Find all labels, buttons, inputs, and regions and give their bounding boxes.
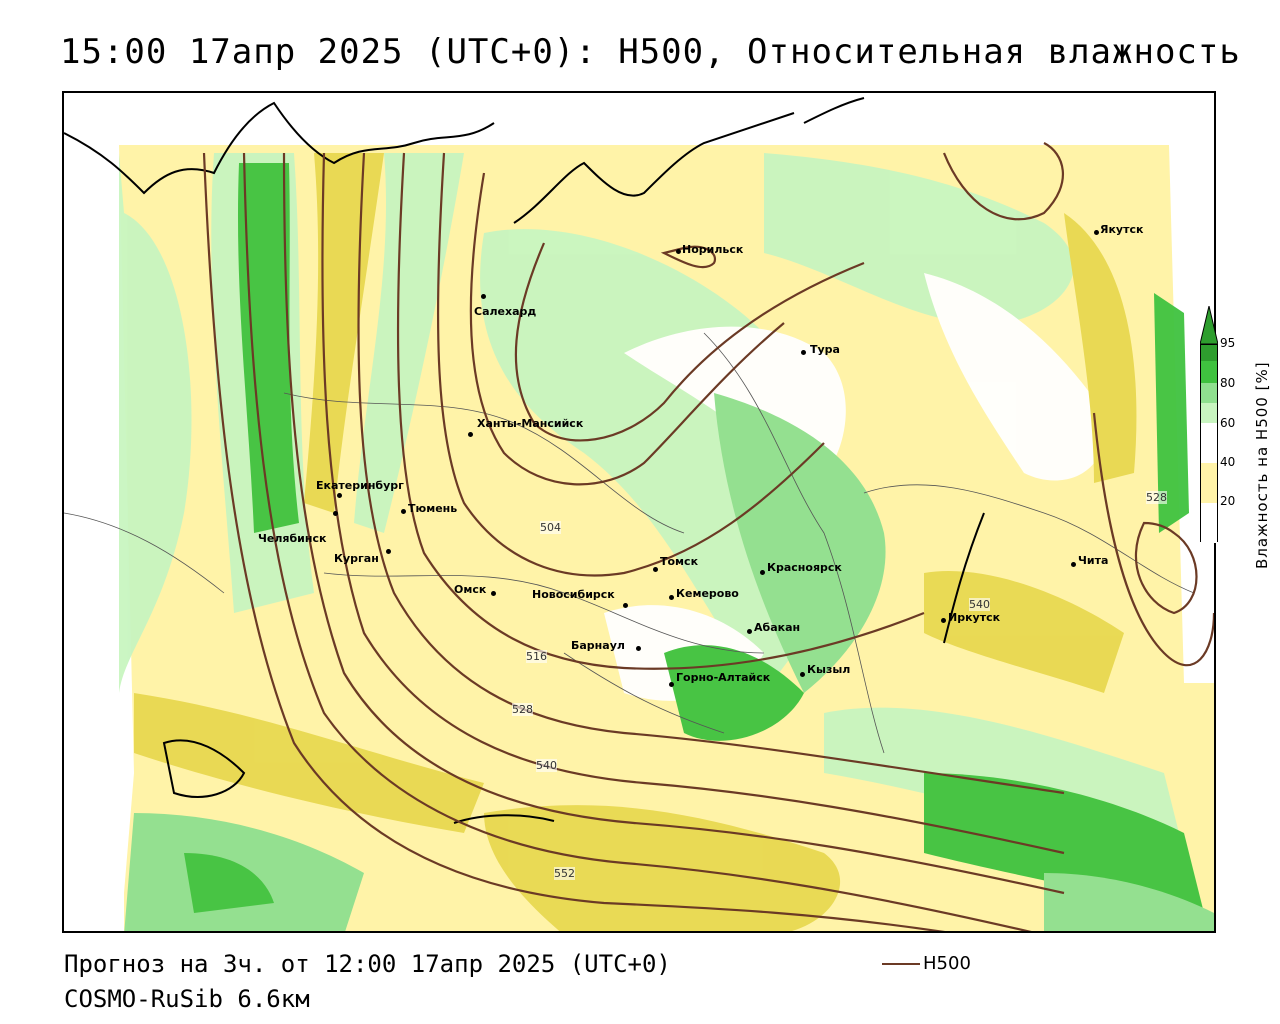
contour-label: 516: [526, 650, 547, 663]
city-dot: [676, 249, 681, 254]
colorbar-tick: 40: [1220, 455, 1236, 469]
colorbar-tick: 20: [1220, 494, 1236, 508]
colorbar-title: Влажность на H500 [%]: [1253, 361, 1271, 569]
map-canvas: [64, 93, 1214, 931]
city-label-yakutsk: Якутск: [1100, 223, 1144, 236]
forecast-info: Прогноз на 3ч. от 12:00 17апр 2025 (UTC+…: [64, 950, 671, 978]
city-label-khanty-mansiysk: Ханты-Мансийск: [477, 417, 584, 430]
map-area: Норильск Якутск Салехард Тура Ханты-Манс…: [62, 91, 1216, 933]
model-info: COSMO-RuSib 6.6км: [64, 985, 310, 1013]
city-dot: [337, 493, 342, 498]
city-dot: [760, 570, 765, 575]
city-label-tomsk: Томск: [660, 555, 699, 568]
city-dot: [491, 591, 496, 596]
city-label-tura: Тура: [810, 343, 840, 356]
contour-label: 528: [1146, 491, 1167, 504]
city-label-chelyabinsk: Челябинск: [258, 532, 327, 545]
city-dot: [747, 629, 752, 634]
city-dot: [481, 294, 486, 299]
city-dot: [636, 646, 641, 651]
city-label-salekhard: Салехард: [474, 305, 537, 318]
city-label-novosibirsk: Новосибирск: [532, 588, 615, 601]
admin-boundaries: [64, 332, 1195, 754]
city-dot: [401, 509, 406, 514]
city-label-norilsk: Норильск: [682, 243, 744, 256]
city-label-kurgan: Курган: [334, 552, 379, 565]
city-dot: [468, 432, 473, 437]
city-dot: [941, 618, 946, 623]
city-label-kyzyl: Кызыл: [807, 663, 851, 676]
city-label-abakan: Абакан: [754, 621, 801, 634]
contour-label: 540: [536, 759, 557, 772]
city-label-kemerovo: Кемерово: [676, 587, 739, 600]
humidity-field: [119, 153, 1214, 931]
colorbar-tick: 80: [1220, 376, 1236, 390]
h500-legend-label: H500: [923, 953, 971, 974]
city-label-gorno-altaysk: Горно-Алтайск: [676, 671, 771, 684]
city-label-tyumen: Тюмень: [408, 502, 458, 515]
contour-label: 540: [969, 598, 990, 611]
h500-contours: [202, 142, 1214, 931]
city-label-chita: Чита: [1078, 554, 1109, 567]
city-dot: [386, 549, 391, 554]
contour-label: 552: [554, 867, 575, 880]
contour-label: 504: [540, 521, 561, 534]
city-dot: [653, 567, 658, 572]
city-dot: [669, 595, 674, 600]
city-dot: [669, 682, 674, 687]
city-dot: [1071, 562, 1076, 567]
city-label-yekaterinburg: Екатеринбург: [316, 479, 404, 492]
city-dot: [800, 672, 805, 677]
colorbar-tick: 60: [1220, 416, 1236, 430]
city-dot: [801, 350, 806, 355]
colorbar-tick: 95: [1220, 336, 1236, 350]
city-label-barnaul: Барнаул: [571, 639, 625, 652]
city-dot: [1094, 230, 1099, 235]
h500-legend-line: [882, 963, 920, 965]
city-dot: [623, 603, 628, 608]
city-dot: [333, 511, 338, 516]
map-title: 15:00 17апр 2025 (UTC+0): H500, Относите…: [60, 32, 1241, 72]
colorbar: [1200, 344, 1218, 543]
city-label-krasnoyarsk: Красноярск: [767, 561, 842, 574]
city-label-irkutsk: Иркутск: [948, 611, 1001, 624]
coastlines: [64, 97, 985, 824]
contour-label: 528: [512, 703, 533, 716]
city-label-omsk: Омск: [454, 583, 487, 596]
colorbar-top-triangle: [1200, 306, 1218, 344]
